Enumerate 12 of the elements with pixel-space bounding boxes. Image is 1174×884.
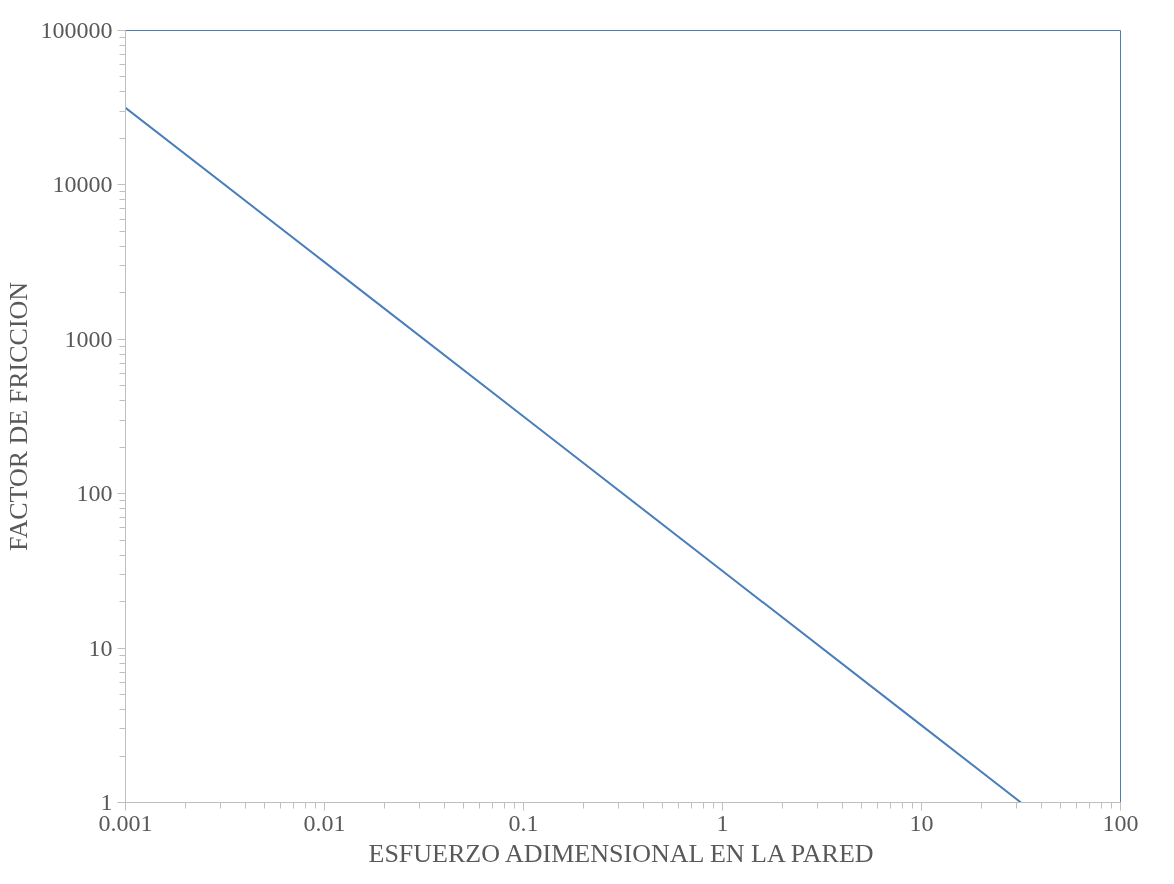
x-tick-label: 10 <box>909 809 934 836</box>
y-tick-label: 100000 <box>40 17 113 43</box>
x-tick-label: 0.1 <box>508 809 539 836</box>
y-tick-label: 10000 <box>52 171 113 198</box>
x-axis-title: ESFUERZO ADIMENSIONAL EN LA PARED <box>368 838 874 868</box>
y-tick-label: 10 <box>88 634 113 661</box>
y-tick-label: 100 <box>76 480 113 507</box>
y-tick-label: 1000 <box>64 325 113 352</box>
y-axis-title: FACTOR DE FRICCION <box>3 281 33 552</box>
x-tick-label: 100 <box>1102 809 1139 836</box>
x-tick-label: 0.01 <box>303 809 346 836</box>
x-tick-label: 1 <box>716 809 729 836</box>
